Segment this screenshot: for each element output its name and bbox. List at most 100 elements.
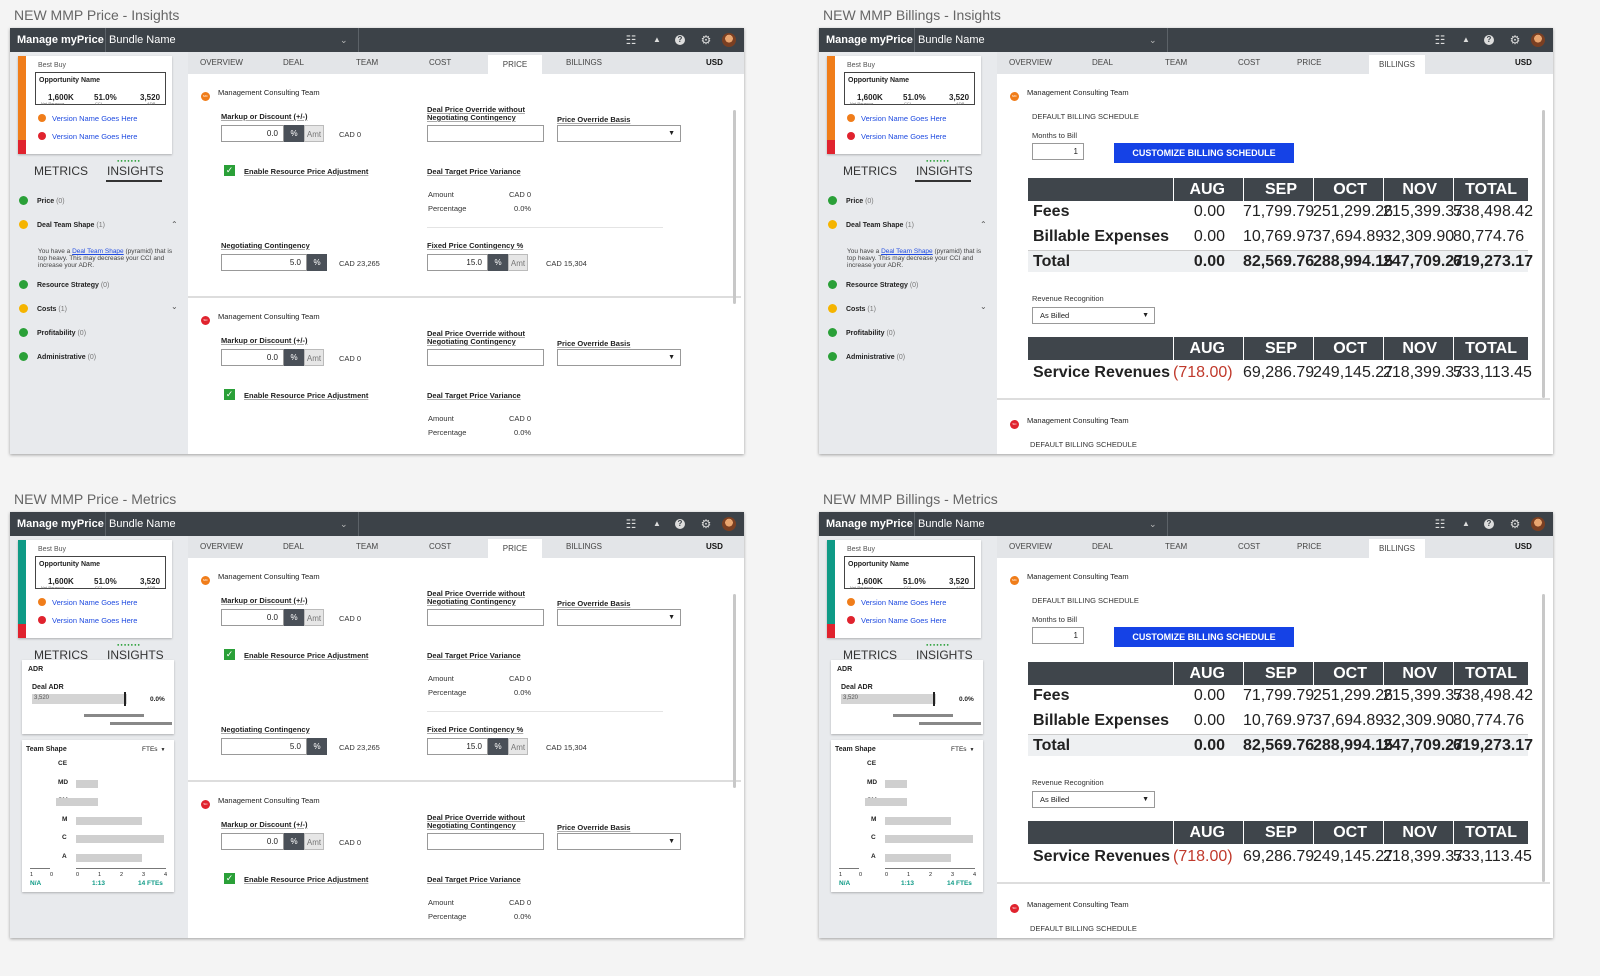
tab-insights[interactable]: INSIGHTS <box>916 648 973 662</box>
scrollbar[interactable] <box>1542 594 1545 882</box>
percent-toggle[interactable]: % <box>284 609 304 626</box>
enable-label[interactable]: Enable Resource Price Adjustment <box>244 391 369 400</box>
bundle-selector[interactable]: Bundle Name <box>109 34 176 46</box>
insight-item[interactable]: Administrative (0) <box>19 352 96 361</box>
insight-item[interactable]: Costs (1) <box>828 304 876 313</box>
tab-team[interactable]: TEAM <box>1165 542 1188 551</box>
user-avatar[interactable] <box>1531 517 1545 531</box>
customize-billing-button[interactable]: CUSTOMIZE BILLING SCHEDULE <box>1114 627 1294 647</box>
version-name[interactable]: Version Name Goes Here <box>52 114 138 123</box>
insight-item[interactable]: Profitability (0) <box>828 328 895 337</box>
gear-icon[interactable]: ⚙ <box>1509 517 1521 531</box>
tab-metrics[interactable]: METRICS <box>34 164 88 178</box>
tab-cost[interactable]: COST <box>1238 542 1261 551</box>
basis-select[interactable]: ▼ <box>557 609 681 626</box>
version-name[interactable]: Version Name Goes Here <box>52 132 138 141</box>
insight-label[interactable]: Profitability <box>37 330 76 337</box>
insight-label[interactable]: Profitability <box>846 330 885 337</box>
revenue-value[interactable]: As Billed <box>1040 311 1070 320</box>
insight-item[interactable]: Deal Team Shape (1) <box>19 220 105 229</box>
user-avatar[interactable] <box>722 33 736 47</box>
insight-label[interactable]: Costs <box>846 306 866 313</box>
insight-label[interactable]: Costs <box>37 306 57 313</box>
insight-item[interactable]: Price (0) <box>828 196 874 205</box>
months-input[interactable]: 1 <box>1032 627 1084 644</box>
deal-team-shape-link[interactable]: Deal Team Shape <box>881 248 933 255</box>
tab-overview[interactable]: OVERVIEW <box>1009 542 1052 551</box>
team-shape-unit[interactable]: FTEs <box>142 746 158 753</box>
chevron-down-icon[interactable]: ⌄ <box>340 35 348 45</box>
app-brand[interactable]: Manage myPrice <box>826 518 913 530</box>
revenue-select[interactable]: As Billed ▼ <box>1032 791 1155 808</box>
insight-label[interactable]: Price <box>37 198 55 205</box>
tab-price[interactable]: PRICE <box>488 55 542 74</box>
version-link[interactable]: Version Name Goes Here <box>38 132 137 141</box>
insight-label[interactable]: Administrative <box>37 354 86 361</box>
tab-overview[interactable]: OVERVIEW <box>200 542 243 551</box>
help-icon[interactable]: ? <box>675 519 685 529</box>
insight-label[interactable]: Deal Team Shape <box>846 222 904 229</box>
amount-toggle[interactable]: Amt <box>304 125 324 142</box>
insight-label[interactable]: Resource Strategy <box>846 282 908 289</box>
bundle-selector[interactable]: Bundle Name <box>918 518 985 530</box>
version-name[interactable]: Version Name Goes Here <box>861 598 947 607</box>
gear-icon[interactable]: ⚙ <box>1509 33 1521 47</box>
grid-icon[interactable]: ☷ <box>625 517 637 531</box>
gear-icon[interactable]: ⚙ <box>700 517 712 531</box>
percent-toggle[interactable]: % <box>284 833 304 850</box>
tab-billings[interactable]: BILLINGS <box>566 58 603 67</box>
version-link[interactable]: Version Name Goes Here <box>38 598 137 607</box>
revenue-value[interactable]: As Billed <box>1040 795 1070 804</box>
override-input[interactable] <box>427 609 544 626</box>
bell-icon[interactable]: ▲ <box>1462 35 1470 44</box>
percent-toggle[interactable]: % <box>307 738 327 755</box>
insight-item[interactable]: Resource Strategy (0) <box>828 280 918 289</box>
version-link[interactable]: Version Name Goes Here <box>38 616 137 625</box>
tab-metrics[interactable]: METRICS <box>34 648 88 662</box>
chevron-up-icon[interactable]: ⌃ <box>171 220 178 229</box>
gear-icon[interactable]: ⚙ <box>700 33 712 47</box>
tab-team[interactable]: TEAM <box>356 58 379 67</box>
version-name[interactable]: Version Name Goes Here <box>861 616 947 625</box>
version-link[interactable]: Version Name Goes Here <box>38 114 137 123</box>
percent-toggle[interactable]: % <box>284 125 304 142</box>
chevron-down-icon[interactable]: ▼ <box>160 747 166 753</box>
scrollbar[interactable] <box>733 594 736 788</box>
grid-icon[interactable]: ☷ <box>625 33 637 47</box>
version-link[interactable]: Version Name Goes Here <box>847 132 946 141</box>
app-brand[interactable]: Manage myPrice <box>17 34 104 46</box>
insight-item[interactable]: Price (0) <box>19 196 65 205</box>
checkbox-checked-icon[interactable]: ✓ <box>224 649 235 660</box>
bell-icon[interactable]: ▲ <box>653 35 661 44</box>
tab-metrics[interactable]: METRICS <box>843 164 897 178</box>
chevron-down-icon[interactable]: ⌄ <box>1149 519 1157 529</box>
checkbox-checked-icon[interactable]: ✓ <box>224 873 235 884</box>
tab-team[interactable]: TEAM <box>356 542 379 551</box>
scrollbar[interactable] <box>733 110 736 304</box>
markup-input[interactable]: 0.0 <box>221 609 284 626</box>
help-icon[interactable]: ? <box>675 35 685 45</box>
amount-toggle[interactable]: Amt <box>304 609 324 626</box>
tab-metrics[interactable]: METRICS <box>843 648 897 662</box>
insight-label[interactable]: Price <box>846 198 864 205</box>
negotiating-input[interactable]: 5.0 <box>221 254 307 271</box>
amount-toggle[interactable]: Amt <box>304 833 324 850</box>
grid-icon[interactable]: ☷ <box>1434 33 1446 47</box>
enable-label[interactable]: Enable Resource Price Adjustment <box>244 651 369 660</box>
months-input[interactable]: 1 <box>1032 143 1084 160</box>
insight-item[interactable]: Resource Strategy (0) <box>19 280 109 289</box>
basis-select[interactable]: ▼ <box>557 125 681 142</box>
tab-cost[interactable]: COST <box>1238 58 1261 67</box>
version-link[interactable]: Version Name Goes Here <box>847 114 946 123</box>
markup-input[interactable]: 0.0 <box>221 349 284 366</box>
tab-price[interactable]: PRICE <box>488 539 542 558</box>
customize-billing-button[interactable]: CUSTOMIZE BILLING SCHEDULE <box>1114 143 1294 163</box>
chevron-down-icon[interactable]: ⌄ <box>340 519 348 529</box>
opportunity-card[interactable]: Best Buy Opportunity Name 1,600K Net Revenu… <box>827 540 981 638</box>
enable-label[interactable]: Enable Resource Price Adjustment <box>244 875 369 884</box>
checkbox-checked-icon[interactable]: ✓ <box>224 165 235 176</box>
tab-deal[interactable]: DEAL <box>283 58 304 67</box>
team-shape-unit-select[interactable]: FTEs ▼ <box>142 746 165 753</box>
chevron-down-icon[interactable]: ⌄ <box>171 302 178 311</box>
percent-toggle[interactable]: % <box>488 254 508 271</box>
